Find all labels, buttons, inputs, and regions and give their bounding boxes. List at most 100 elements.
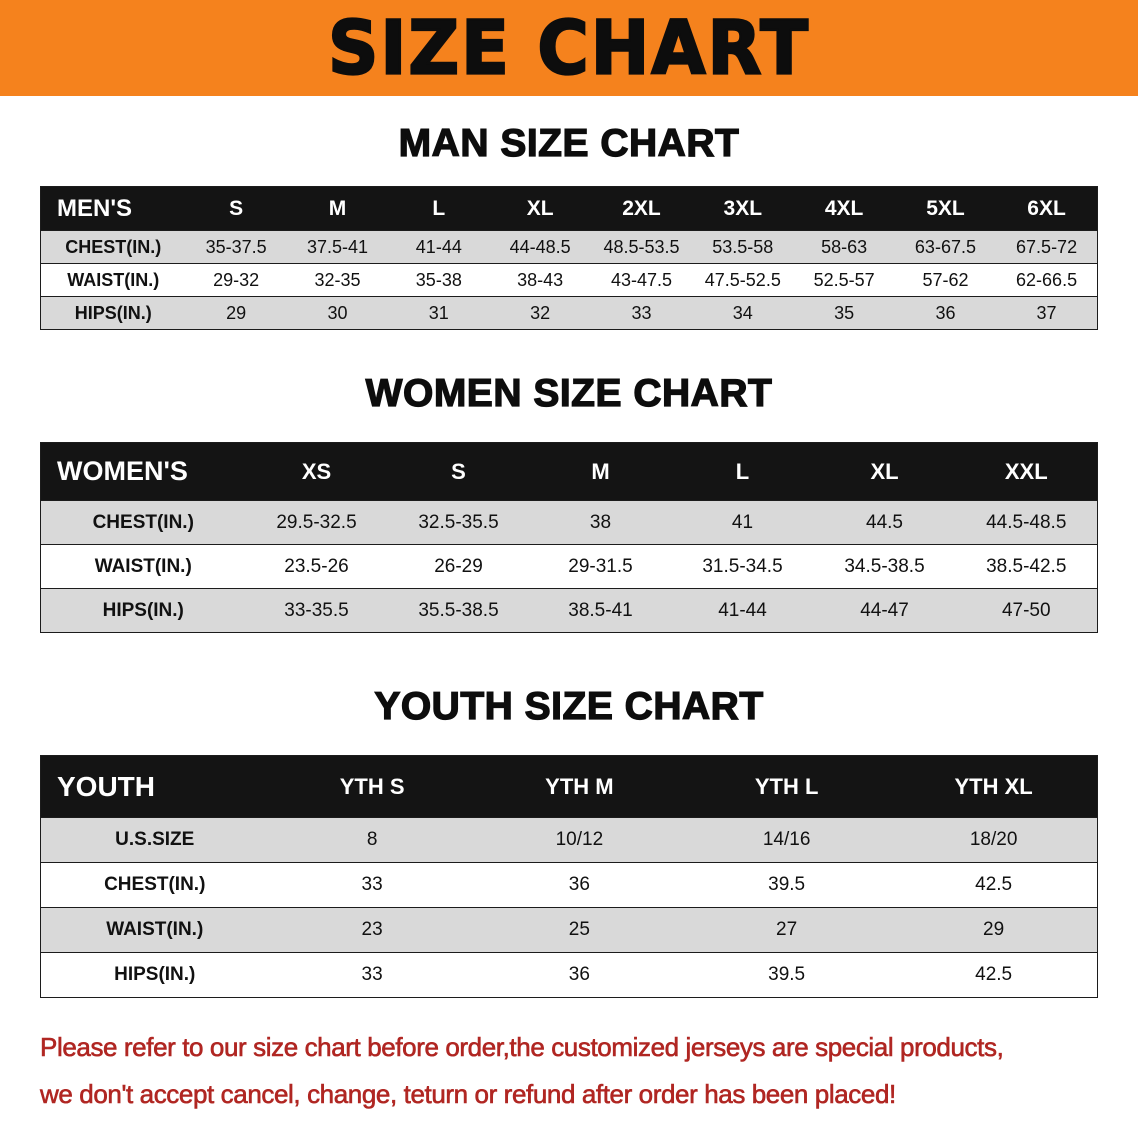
measure-label: CHEST(IN.) xyxy=(65,236,162,257)
size-column-header: XS xyxy=(301,458,332,484)
size-value: 33 xyxy=(631,302,652,323)
size-value: 34.5-38.5 xyxy=(844,555,925,577)
size-value: 30 xyxy=(327,302,348,323)
size-column-header: YTH L xyxy=(754,773,819,799)
size-column-header: L xyxy=(735,458,750,484)
size-value: 36 xyxy=(568,874,590,895)
size-value: 58-63 xyxy=(821,236,868,257)
size-value: 37 xyxy=(1036,302,1057,323)
size-value: 62-66.5 xyxy=(1016,269,1078,290)
youth-section-heading: YOUTH SIZE CHART xyxy=(374,684,764,728)
size-value: 41 xyxy=(731,511,754,533)
size-value: 25 xyxy=(568,919,590,940)
size-column-header: XL xyxy=(870,458,899,484)
size-value: 36 xyxy=(935,302,956,323)
table-row: CHEST(IN.) 35-37.5 37.5-41 41-44 44-48.5 48.5… xyxy=(40,230,1098,264)
size-value: 38.5-41 xyxy=(568,599,633,621)
table-row: CHEST(IN.) 29.5-32.5 32.5-35.5 38 41 44.5 44.5… xyxy=(40,500,1098,545)
size-value: 29 xyxy=(226,302,247,323)
size-value: 44-48.5 xyxy=(509,236,571,257)
size-value: 41-44 xyxy=(718,599,767,621)
size-value: 36 xyxy=(568,964,590,985)
size-value: 14/16 xyxy=(762,829,811,850)
size-value: 27 xyxy=(776,919,798,940)
table-title-cell: MEN'S xyxy=(57,194,133,222)
measure-label: CHEST(IN.) xyxy=(104,874,206,895)
table-header-row: WOMEN'S XS S M L XL XXL xyxy=(40,442,1098,501)
youth-section: YOUTH SIZE CHART YOUTH YTH S YTH M YTH L YTH… xyxy=(0,684,1138,998)
measure-label: CHEST(IN.) xyxy=(92,511,194,533)
size-value: 35 xyxy=(834,302,855,323)
table-row: U.S.SIZE 8 10/12 14/16 18/20 xyxy=(40,817,1098,863)
size-value: 31.5-34.5 xyxy=(702,555,783,577)
men-section-heading: MAN SIZE CHART xyxy=(398,121,740,165)
table-title-cell: WOMEN'S xyxy=(57,456,188,486)
table-header-row: MEN'S S M L XL 2XL 3XL 4XL 5XL 6XL xyxy=(40,186,1098,231)
size-value: 35-38 xyxy=(415,269,462,290)
size-column-header: 5XL xyxy=(926,196,965,220)
size-value: 32-35 xyxy=(314,269,361,290)
size-value: 38 xyxy=(589,511,612,533)
table-row: WAIST(IN.) 23 25 27 29 xyxy=(40,907,1098,953)
measure-label: WAIST(IN.) xyxy=(67,269,160,290)
size-column-header: M xyxy=(328,196,347,220)
size-value: 23.5-26 xyxy=(284,555,349,577)
size-value: 44.5-48.5 xyxy=(986,511,1067,533)
size-value: 35-37.5 xyxy=(205,236,267,257)
size-value: 29.5-32.5 xyxy=(276,511,357,533)
order-note-line-1: Please refer to our size chart before or… xyxy=(40,1032,1004,1063)
size-value: 31 xyxy=(428,302,449,323)
size-value: 44.5 xyxy=(866,511,903,533)
size-column-header: L xyxy=(432,196,446,220)
size-value: 8 xyxy=(366,829,378,850)
size-value: 33 xyxy=(361,964,383,985)
measure-label: U.S.SIZE xyxy=(115,829,195,850)
size-value: 26-29 xyxy=(434,555,483,577)
size-column-header: YTH S xyxy=(339,773,405,799)
size-value: 18/20 xyxy=(969,829,1018,850)
size-column-header: 4XL xyxy=(824,196,864,220)
size-column-header: S xyxy=(229,196,244,220)
size-column-header: M xyxy=(591,458,610,484)
size-value: 47.5-52.5 xyxy=(704,269,781,290)
table-row: WAIST(IN.) 29-32 32-35 35-38 38-43 43-47.5 47.… xyxy=(40,263,1098,297)
size-column-header: 2XL xyxy=(622,196,661,220)
size-value: 33 xyxy=(361,874,383,895)
measure-label: WAIST(IN.) xyxy=(106,919,204,940)
size-column-header: XL xyxy=(526,196,554,220)
youth-size-table: YOUTH YTH S YTH M YTH L YTH XL U.S.SIZE 8 10/12… xyxy=(40,755,1098,998)
size-column-header: 3XL xyxy=(723,196,763,220)
table-row: CHEST(IN.) 33 36 39.5 42.5 xyxy=(40,862,1098,908)
size-value: 52.5-57 xyxy=(813,269,875,290)
table-row: HIPS(IN.) 33 36 39.5 42.5 xyxy=(40,952,1098,998)
banner: SIZE CHART xyxy=(0,0,1138,96)
table-title-cell: YOUTH xyxy=(57,770,155,802)
table-row: HIPS(IN.) 33-35.5 35.5-38.5 38.5-41 41-44 44-… xyxy=(40,588,1098,633)
size-value: 23 xyxy=(361,919,383,940)
measure-label: HIPS(IN.) xyxy=(114,964,196,985)
size-value: 29-32 xyxy=(213,269,260,290)
size-column-header: YTH M xyxy=(545,773,614,799)
women-section-heading: WOMEN SIZE CHART xyxy=(365,371,773,415)
size-value: 37.5-41 xyxy=(306,236,369,257)
size-value: 67.5-72 xyxy=(1016,236,1078,257)
size-value: 41-44 xyxy=(415,236,462,257)
order-note: Please refer to our size chart before or… xyxy=(40,1024,1138,1118)
size-value: 38-43 xyxy=(517,269,564,290)
order-note-line-2: we don't accept cancel, change, teturn o… xyxy=(40,1078,897,1109)
size-column-header: XXL xyxy=(1004,458,1048,484)
size-value: 33-35.5 xyxy=(284,599,349,621)
table-row: HIPS(IN.) 29 30 31 32 33 34 35 36 37 xyxy=(40,296,1098,330)
table-header-row: YOUTH YTH S YTH M YTH L YTH XL xyxy=(40,755,1098,818)
size-value: 29 xyxy=(983,919,1005,940)
size-value: 35.5-38.5 xyxy=(418,599,499,621)
table-row: WAIST(IN.) 23.5-26 26-29 29-31.5 31.5-34.5 34… xyxy=(40,544,1098,589)
size-value: 57-62 xyxy=(922,269,969,290)
size-value: 42.5 xyxy=(975,964,1013,985)
measure-label: HIPS(IN.) xyxy=(74,302,152,323)
size-value: 39.5 xyxy=(768,964,806,985)
size-value: 42.5 xyxy=(975,874,1013,895)
size-value: 53.5-58 xyxy=(712,236,774,257)
size-value: 48.5-53.5 xyxy=(603,236,680,257)
